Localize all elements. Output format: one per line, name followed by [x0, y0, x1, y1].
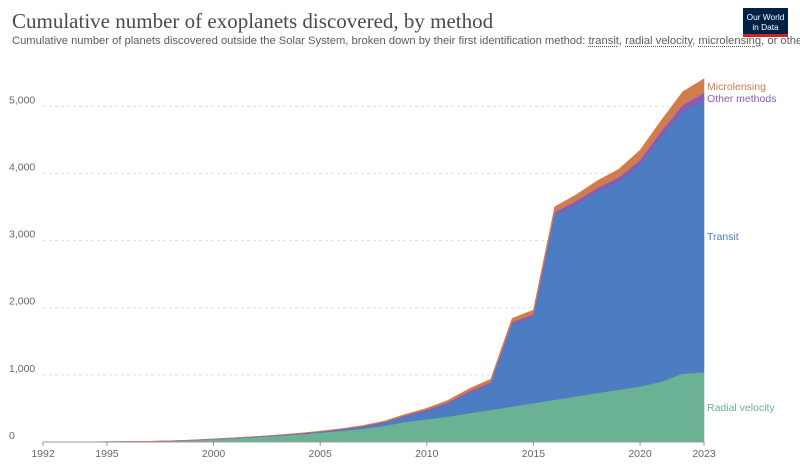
x-tick-label: 2020: [628, 448, 652, 460]
chart-title: Cumulative number of exoplanets discover…: [12, 9, 494, 33]
y-tick-label: 2,000: [9, 296, 35, 308]
subtitle-tail: , or other.: [761, 35, 800, 47]
area-series: [42, 78, 705, 443]
x-tick-label: 2000: [202, 448, 226, 460]
y-tick-label: 3,000: [9, 229, 35, 241]
subtitle-text: Cumulative number of planets discovered …: [12, 35, 589, 47]
x-tick-label: 1995: [95, 448, 119, 460]
y-tick-label: 0: [9, 430, 15, 442]
area-transit[interactable]: [43, 99, 705, 443]
x-tick-label: 2015: [522, 448, 546, 460]
gridlines: [43, 105, 704, 376]
subtitle-link-microlensing[interactable]: microlensing: [698, 35, 762, 47]
series-label-microlensing[interactable]: Microlensing: [707, 81, 766, 93]
subtitle-separator: ,: [692, 35, 699, 47]
subtitle-link-transit[interactable]: transit: [588, 35, 619, 47]
series-label-radial-velocity[interactable]: Radial velocity: [707, 402, 775, 414]
series-label-other-methods[interactable]: Other methods: [707, 93, 776, 105]
x-tick-label: 2005: [309, 448, 333, 460]
y-axis: 0 1,000 2,000 3,000 4,000 5,000: [9, 94, 35, 442]
x-axis: 1992 1995 2000 2005 2010 2015 2020 2023: [31, 441, 716, 460]
logo-line-2: in Data: [752, 21, 779, 32]
chart-subtitle: Cumulative number of planets discovered …: [12, 35, 800, 47]
x-tick-label: 1992: [31, 448, 55, 460]
logo-line-1: Our World: [746, 12, 785, 22]
x-tick-label: 2010: [415, 448, 439, 460]
series-label-transit[interactable]: Transit: [707, 231, 739, 243]
y-tick-label: 5,000: [9, 94, 35, 106]
subtitle-separator: ,: [618, 35, 626, 47]
owid-logo[interactable]: Our World in Data: [743, 8, 788, 37]
subtitle-link-radial-velocity[interactable]: radial velocity: [625, 35, 693, 47]
x-tick-label: 2023: [692, 448, 716, 460]
area-microlensing[interactable]: [43, 78, 705, 443]
y-tick-label: 1,000: [9, 363, 35, 375]
y-tick-label: 4,000: [9, 161, 35, 173]
